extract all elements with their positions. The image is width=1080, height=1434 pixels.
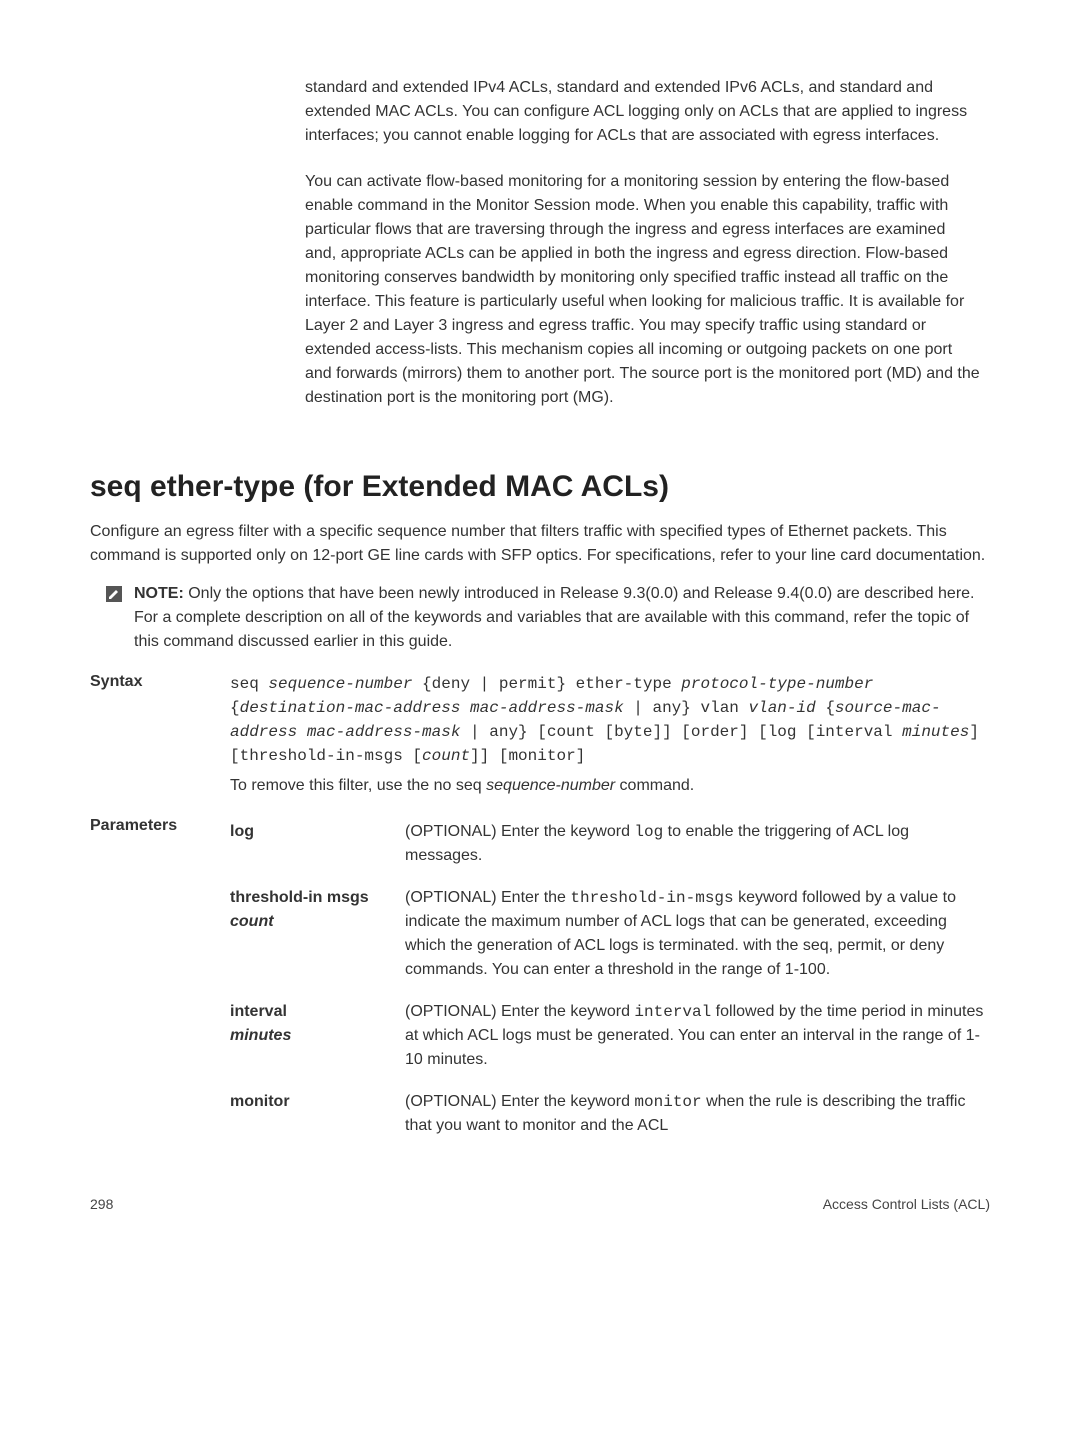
param-name-interval: interval minutes	[230, 1000, 405, 1048]
page-footer: 298 Access Control Lists (ACL)	[90, 1196, 990, 1212]
param-desc-interval: (OPTIONAL) Enter the keyword interval fo…	[405, 1000, 990, 1072]
section-intro: Configure an egress filter with a specif…	[90, 520, 990, 568]
note-block: NOTE: Only the options that have been ne…	[104, 582, 990, 654]
param-desc-threshold: (OPTIONAL) Enter the threshold-in-msgs k…	[405, 886, 990, 982]
footer-title: Access Control Lists (ACL)	[823, 1196, 990, 1212]
paragraph-1: standard and extended IPv4 ACLs, standar…	[305, 76, 980, 148]
pencil-icon	[104, 584, 124, 609]
param-name-monitor: monitor	[230, 1090, 405, 1114]
param-name-threshold: threshold-in msgs count	[230, 886, 405, 934]
syntax-label: Syntax	[90, 672, 230, 691]
note-body: Only the options that have been newly in…	[134, 585, 975, 650]
syntax-code: seq sequence-number {deny | permit} ethe…	[230, 672, 990, 768]
param-desc-log: (OPTIONAL) Enter the keyword log to enab…	[405, 820, 990, 868]
param-row-monitor: monitor (OPTIONAL) Enter the keyword mon…	[230, 1090, 990, 1138]
section-title: seq ether-type (for Extended MAC ACLs)	[90, 470, 990, 504]
note-text: NOTE: Only the options that have been ne…	[134, 582, 990, 654]
footer-page-number: 298	[90, 1196, 113, 1212]
syntax-row: Syntax seq sequence-number {deny | permi…	[90, 672, 990, 798]
param-row-interval: interval minutes (OPTIONAL) Enter the ke…	[230, 1000, 990, 1072]
syntax-remove-note: To remove this filter, use the no seq se…	[230, 774, 990, 798]
param-name-log: log	[230, 820, 405, 844]
paragraph-2: You can activate flow-based monitoring f…	[305, 170, 980, 410]
parameters-row: Parameters log (OPTIONAL) Enter the keyw…	[90, 816, 990, 1156]
note-label: NOTE:	[134, 585, 184, 602]
param-row-threshold: threshold-in msgs count (OPTIONAL) Enter…	[230, 886, 990, 982]
param-desc-monitor: (OPTIONAL) Enter the keyword monitor whe…	[405, 1090, 990, 1138]
parameters-label: Parameters	[90, 816, 230, 835]
param-row-log: log (OPTIONAL) Enter the keyword log to …	[230, 820, 990, 868]
